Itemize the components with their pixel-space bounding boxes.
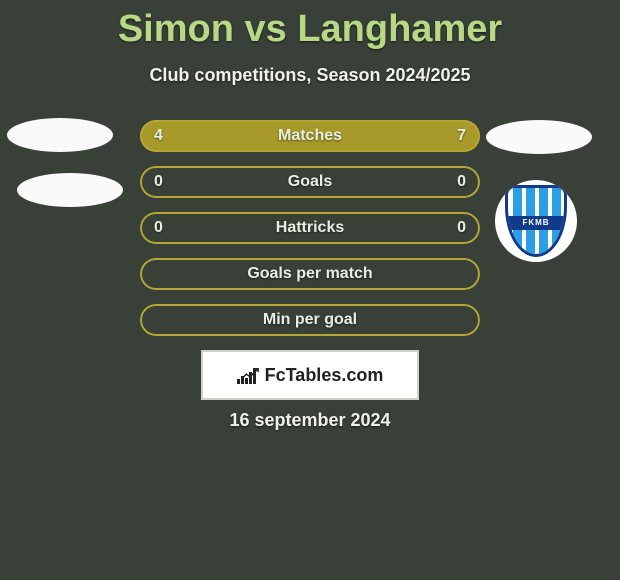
page-title: Simon vs Langhamer xyxy=(0,0,620,51)
stat-bar: Goals 0 0 xyxy=(140,166,480,198)
fctables-logo: FcTables.com xyxy=(201,350,419,400)
stat-bars-container: Matches 4 7 Goals 0 0 Hattricks 0 0 Goals per mat… xyxy=(140,120,480,350)
badge-text: FKMB xyxy=(508,216,564,230)
avatar-placeholder-left-1 xyxy=(7,118,113,152)
club-badge-right: FKMB xyxy=(495,180,577,262)
fkmb-shield-icon: FKMB xyxy=(505,185,567,257)
logo-chart-icon xyxy=(237,366,259,384)
bar-value-right: 0 xyxy=(457,173,466,191)
bar-value-right: 7 xyxy=(457,127,466,145)
date-label: 16 september 2024 xyxy=(0,410,620,431)
bar-label: Goals xyxy=(288,173,332,191)
stat-bar: Matches 4 7 xyxy=(140,120,480,152)
stat-bar: Min per goal xyxy=(140,304,480,336)
bar-label: Hattricks xyxy=(276,219,344,237)
page-subtitle: Club competitions, Season 2024/2025 xyxy=(0,65,620,86)
avatar-placeholder-right xyxy=(486,120,592,154)
bar-value-right: 0 xyxy=(457,219,466,237)
bar-label: Goals per match xyxy=(247,265,372,283)
logo-text: FcTables.com xyxy=(265,365,384,386)
stat-bar: Goals per match xyxy=(140,258,480,290)
avatar-placeholder-left-2 xyxy=(17,173,123,207)
bar-value-left: 0 xyxy=(154,173,163,191)
bar-value-left: 4 xyxy=(154,127,163,145)
bar-label: Matches xyxy=(278,127,342,145)
comparison-infographic: Simon vs Langhamer Club competitions, Se… xyxy=(0,0,620,580)
stat-bar: Hattricks 0 0 xyxy=(140,212,480,244)
bar-label: Min per goal xyxy=(263,311,357,329)
bar-value-left: 0 xyxy=(154,219,163,237)
